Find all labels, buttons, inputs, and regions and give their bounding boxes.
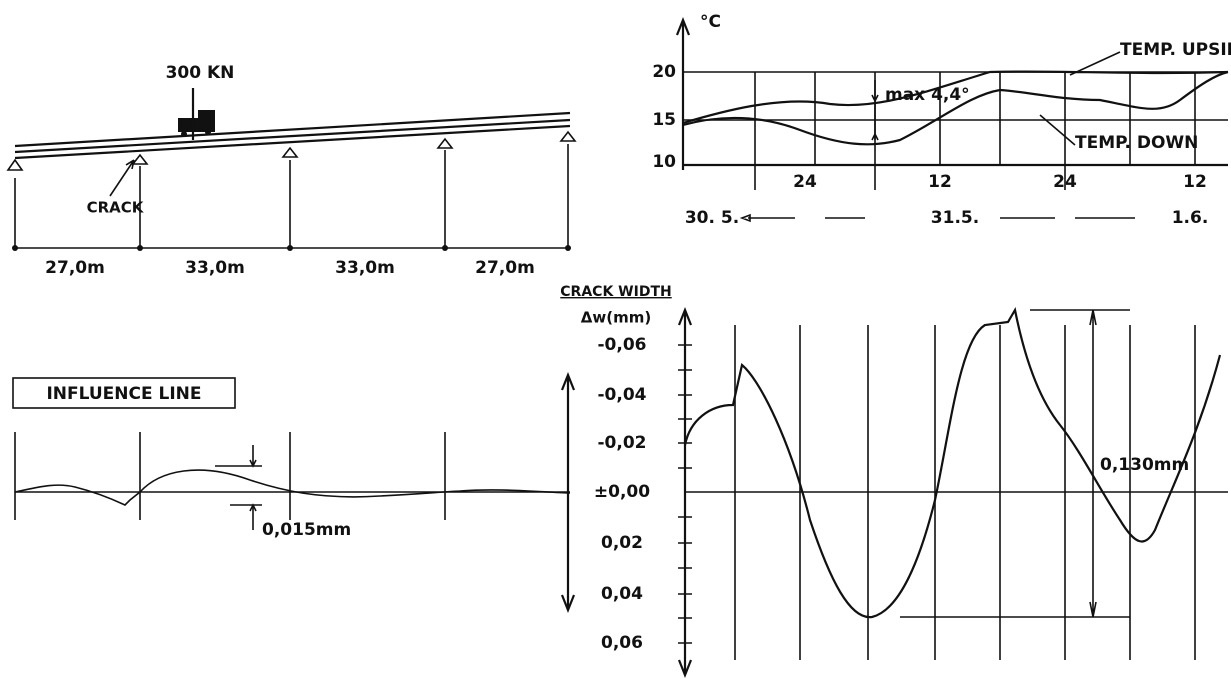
page: 300 KN CRACK 27,0m 33,0m 33,0m 27,0m INF… [0,0,1231,679]
y-tick-label: 0,02 [601,533,643,553]
date: 30. 5. [685,208,739,228]
crack-y-ticks: -0,06 -0,04 -0,02 ±0,00 0,02 0,04 0,06 [594,335,650,653]
y-tick-label: 15 [652,110,676,130]
bridge [8,88,575,251]
temp-down: TEMP. DOWN [1075,133,1198,153]
span: 27,0m [475,258,535,278]
crack-width-title: CRACK WIDTH [560,284,671,300]
temp-unit: °C [700,12,721,32]
influence-title: INFLUENCE LINE [46,384,201,404]
date: 31.5. [931,208,979,228]
amplitude: 0,015mm [262,520,351,540]
span: 33,0m [185,258,245,278]
crack-label: CRACK [87,199,145,217]
diagram: 300 KN CRACK 27,0m 33,0m 33,0m 27,0m INF… [0,0,1231,679]
x-tick-label: 12 [1183,172,1207,192]
y-tick-label: 0,06 [601,633,643,653]
y-tick-label: -0,02 [598,433,647,453]
y-tick-label: -0,04 [598,385,647,405]
span: 27,0m [45,258,105,278]
x-tick-label: 12 [928,172,952,192]
x-tick-label: 24 [1053,172,1077,192]
y-tick-label: ±0,00 [594,482,650,502]
max-annotation: max 4,4° [885,85,970,105]
crack-width-unit: Δw(mm) [581,309,651,327]
x-tick-label: 24 [793,172,817,192]
temp-upside: TEMP. UPSIDE [1120,40,1231,60]
y-tick-label: 20 [652,62,676,82]
y-tick-label: 10 [652,152,676,172]
load: 300 KN [166,63,235,83]
range: 0,130mm [1100,455,1189,475]
date: 1.6. [1172,208,1209,228]
span: 33,0m [335,258,395,278]
y-tick-label: -0,06 [598,335,647,355]
y-tick-label: 0,04 [601,584,643,604]
